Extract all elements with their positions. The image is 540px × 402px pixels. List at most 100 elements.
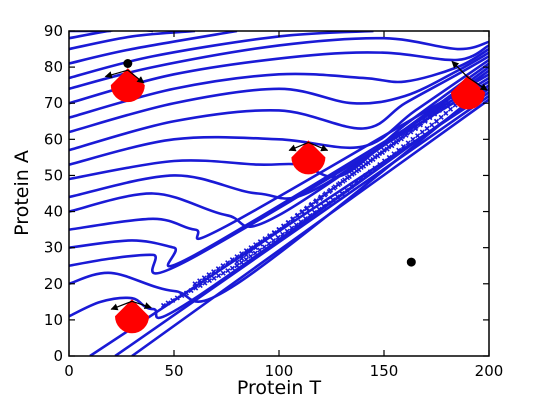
separatrix-mark bbox=[293, 222, 299, 228]
separatrix-mark bbox=[262, 237, 268, 244]
separatrix-mark bbox=[183, 290, 190, 296]
state-marker-2 bbox=[288, 140, 329, 175]
separatrix-mark bbox=[238, 260, 245, 266]
separatrix-mark bbox=[206, 272, 212, 278]
separatrix-mark bbox=[285, 219, 291, 225]
separatrix-mark bbox=[403, 132, 409, 138]
trajectory-line-17 bbox=[69, 80, 489, 275]
separatrix-mark bbox=[281, 223, 287, 229]
x-tick-label: 100 bbox=[265, 362, 294, 380]
separatrix-mark bbox=[327, 187, 334, 193]
separatrix-mark bbox=[405, 140, 411, 146]
trajectory-line-3 bbox=[69, 31, 196, 51]
separatrix-mark bbox=[243, 256, 249, 263]
separatrix-mark bbox=[234, 259, 240, 265]
separatrix-mark bbox=[290, 216, 296, 222]
separatrix-mark bbox=[197, 283, 203, 289]
separatrix-mark bbox=[304, 205, 310, 211]
state-markers bbox=[104, 60, 488, 334]
x-axis-title: Protein T bbox=[237, 377, 322, 399]
separatrix-mark bbox=[179, 292, 185, 299]
y-tick-label: 60 bbox=[44, 130, 63, 148]
separatrix-mark bbox=[351, 170, 357, 176]
separatrix-mark bbox=[398, 136, 404, 142]
y-tick-label: 30 bbox=[44, 239, 63, 257]
x-tick-label: 200 bbox=[475, 362, 504, 380]
separatrix-mark bbox=[363, 172, 369, 179]
separatrix-mark bbox=[318, 194, 324, 200]
separatrix-mark bbox=[202, 280, 208, 286]
red-marker bbox=[291, 140, 326, 175]
trajectory-line-2 bbox=[69, 31, 153, 40]
separatrix-mark bbox=[206, 278, 213, 284]
separatrix-mark bbox=[248, 248, 254, 254]
separatrix-mark bbox=[400, 143, 406, 150]
nullcline-markers bbox=[160, 82, 482, 309]
separatrix-mark bbox=[271, 230, 277, 236]
separatrix-mark bbox=[239, 251, 245, 257]
fixed-point-2 bbox=[406, 257, 416, 267]
separatrix-mark bbox=[201, 275, 207, 281]
separatrix-mark bbox=[391, 151, 397, 157]
trajectory-line-22 bbox=[131, 98, 489, 356]
separatrix-mark bbox=[381, 158, 388, 164]
separatrix-mark bbox=[323, 191, 329, 197]
state-marker-4 bbox=[110, 299, 152, 334]
direction-arrow bbox=[288, 141, 309, 152]
separatrix-mark bbox=[312, 209, 318, 215]
separatrix-mark bbox=[419, 129, 425, 135]
separatrix-mark bbox=[302, 216, 309, 222]
y-tick-label: 90 bbox=[44, 22, 63, 40]
separatrix-mark bbox=[216, 273, 222, 279]
separatrix-mark bbox=[365, 160, 371, 166]
separatrix-mark bbox=[358, 176, 364, 182]
separatrix-mark bbox=[346, 173, 352, 180]
separatrix-mark bbox=[356, 167, 362, 173]
separatrix-mark bbox=[298, 219, 304, 225]
separatrix-mark bbox=[432, 111, 438, 117]
separatrix-mark bbox=[360, 163, 367, 169]
separatrix-mark bbox=[342, 177, 348, 183]
axes: 0 50 100 150 200 0 10 20 30 40 50 60 70 80 90 bbox=[44, 22, 503, 380]
separatrix-mark bbox=[284, 228, 290, 234]
separatrix-mark bbox=[408, 129, 414, 135]
y-tick-label: 70 bbox=[44, 94, 63, 112]
direction-arrow bbox=[104, 69, 128, 79]
separatrix-mark bbox=[299, 208, 305, 215]
separatrix-mark bbox=[441, 104, 447, 110]
red-marker bbox=[451, 75, 485, 110]
separatrix-mark bbox=[396, 147, 402, 153]
separatrix-mark bbox=[309, 201, 315, 207]
trajectory-line-4 bbox=[69, 31, 238, 65]
trajectory-line-10 bbox=[69, 55, 489, 152]
separatrix-mark bbox=[377, 162, 383, 168]
fixed-points bbox=[123, 59, 416, 267]
separatrix-mark bbox=[447, 106, 454, 112]
separatrix-mark bbox=[321, 203, 327, 209]
separatrix-mark bbox=[339, 190, 345, 197]
y-tick-label: 10 bbox=[44, 311, 63, 329]
y-tick-label: 40 bbox=[44, 203, 63, 221]
direction-arrow bbox=[467, 76, 488, 91]
x-tick-label: 50 bbox=[164, 362, 183, 380]
separatrix-mark bbox=[446, 100, 452, 106]
separatrix-mark bbox=[267, 234, 273, 240]
separatrix-mark bbox=[243, 248, 249, 254]
separatrix-mark bbox=[372, 165, 378, 171]
separatrix-mark bbox=[334, 194, 341, 200]
separatrix-mark bbox=[348, 183, 355, 189]
separatrix-mark bbox=[229, 257, 235, 263]
separatrix-mark bbox=[438, 114, 444, 120]
direction-arrow bbox=[127, 69, 145, 84]
direction-arrow bbox=[308, 141, 329, 152]
trajectory-line-6 bbox=[69, 36, 489, 91]
separatrix-mark bbox=[215, 266, 221, 272]
separatrix-mark bbox=[234, 254, 240, 260]
y-tick-label: 0 bbox=[53, 347, 63, 365]
trajectory-line-5 bbox=[69, 31, 374, 80]
direction-arrow bbox=[110, 300, 133, 311]
separatrix-mark bbox=[307, 212, 313, 219]
separatrix-mark bbox=[275, 234, 281, 241]
separatrix-mark bbox=[174, 295, 180, 301]
separatrix-mark bbox=[316, 206, 322, 212]
